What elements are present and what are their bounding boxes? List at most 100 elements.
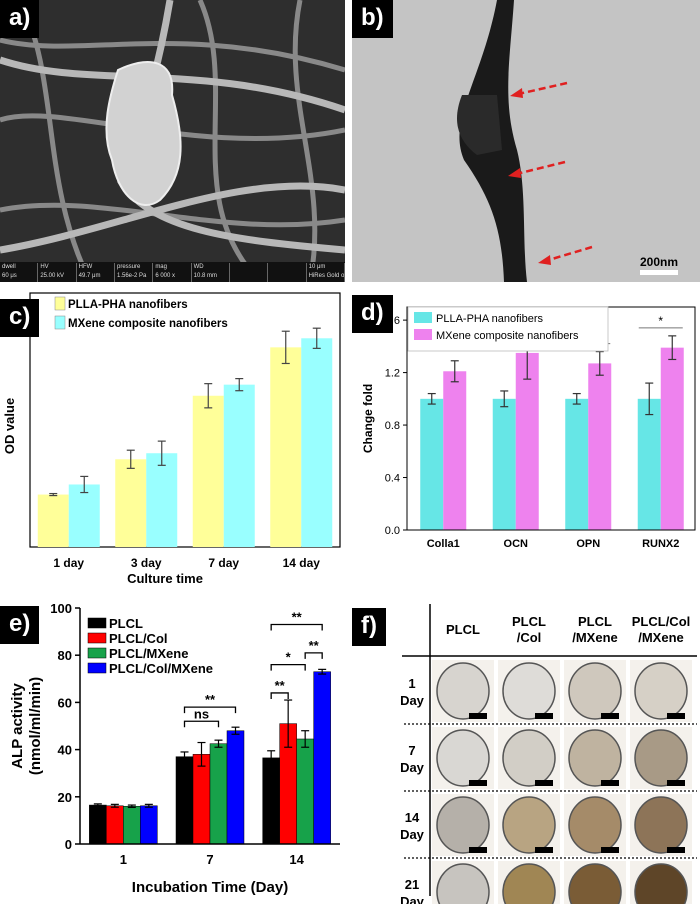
- column-header: PLCL: [578, 614, 612, 629]
- column-header: PLCL: [446, 622, 480, 637]
- legend-swatch: [414, 312, 432, 323]
- bracket-label: **: [309, 638, 320, 653]
- y-tick-label: 40: [58, 743, 72, 758]
- bracket-line: [270, 692, 289, 699]
- error-bar: [144, 803, 153, 808]
- significance-bracket: [270, 623, 323, 631]
- arrow-1: [513, 81, 568, 97]
- bar: [115, 459, 147, 547]
- legend-label: PLLA-PHA nanofibers: [68, 299, 188, 311]
- well: [634, 729, 688, 787]
- x-tick-label: 14: [289, 852, 304, 867]
- y-tick-label: 0: [65, 837, 72, 852]
- bracket-line: [183, 720, 220, 728]
- error-bar: [572, 392, 581, 405]
- y-tick-label: 0.8: [385, 420, 400, 432]
- bar: [270, 347, 302, 547]
- info-label: HFW: [78, 264, 93, 270]
- column-header: /MXene: [572, 630, 618, 645]
- well-photo: [432, 861, 494, 904]
- bar: [313, 671, 331, 845]
- scale-bar: [469, 713, 487, 719]
- info-label: pressure: [116, 264, 141, 270]
- well-photo: [432, 660, 494, 722]
- arrow-2: [511, 160, 566, 177]
- x-tick-label: 14 day: [283, 556, 321, 570]
- info-cell: [268, 263, 307, 282]
- well-photo: [498, 727, 560, 789]
- bar: [443, 371, 467, 530]
- legend-swatch: [87, 662, 107, 674]
- row-header: 14: [405, 810, 420, 825]
- y-tick-label: 60: [58, 695, 72, 710]
- well: [436, 729, 490, 787]
- column-header: /Col: [517, 630, 542, 645]
- significance-bracket: [270, 692, 289, 699]
- legend-box: [407, 306, 609, 352]
- info-label: HV: [40, 264, 49, 270]
- row-header: 21: [405, 877, 419, 892]
- error-bar: [645, 382, 654, 416]
- info-value: 25.00 kV: [40, 273, 65, 279]
- legend-swatch: [414, 329, 432, 340]
- particle-cluster: [105, 61, 182, 206]
- well-photo: [630, 660, 692, 722]
- y-axis-title: Change fold: [361, 384, 375, 453]
- info-cell: HFW 49.7 μm: [77, 263, 115, 282]
- scale-bar: [601, 713, 619, 719]
- error-bar: [500, 390, 509, 408]
- bar: [68, 484, 100, 547]
- error-bar: [284, 699, 293, 748]
- panel-label-d: d): [352, 295, 393, 333]
- tem-image: [352, 0, 700, 282]
- bar: [565, 398, 589, 530]
- significance-bracket: [183, 720, 220, 728]
- well: [568, 729, 622, 787]
- bracket-line: [183, 706, 237, 714]
- error-bar: [281, 330, 290, 365]
- info-label: 10 μm: [308, 264, 326, 270]
- bar: [301, 338, 333, 547]
- error-bar: [595, 350, 604, 376]
- legend-swatch: [54, 315, 66, 330]
- sem-info-bar: dwell 60 μs HV 25.00 kV HFW 49.7 μm pressure 1.…: [0, 263, 345, 282]
- error-bar: [110, 803, 119, 808]
- legend-swatch: [87, 647, 107, 659]
- row-header: Day: [400, 760, 425, 775]
- error-bar: [312, 327, 321, 349]
- panel-label-c: c): [0, 299, 40, 337]
- well: [634, 662, 688, 720]
- panel-label-e: e): [0, 606, 40, 644]
- panel-f: PLCL PLCL/Col PLCL/MXene PLCL/Col/MXene 1 Day…: [352, 596, 700, 904]
- well: [436, 863, 490, 904]
- column-header: PLCL/Col: [632, 614, 691, 629]
- info-cell: 10 μm HiRes Gold on Carbon: [307, 263, 345, 282]
- bar: [37, 494, 69, 547]
- x-tick-label: 1: [120, 852, 127, 867]
- bar: [209, 743, 228, 845]
- info-label: mag: [155, 264, 167, 270]
- legend-label: PLLA-PHA nanofibers: [436, 313, 544, 325]
- x-tick-label: OCN: [504, 538, 529, 550]
- info-value: 10.8 mm: [193, 273, 217, 279]
- info-value: 49.7 μm: [78, 273, 101, 279]
- error-bar: [214, 739, 223, 748]
- bar: [140, 805, 158, 845]
- significance-bracket: [304, 652, 323, 659]
- panel-label-b: b): [352, 0, 393, 38]
- info-value: 60 μs: [2, 273, 17, 279]
- error-bar: [80, 475, 89, 494]
- legend-label: PLCL: [109, 616, 143, 631]
- error-bar: [93, 803, 102, 807]
- x-axis-title: Incubation Time (Day): [132, 879, 288, 896]
- error-bar: [450, 360, 459, 383]
- well-photo: [498, 861, 560, 904]
- x-tick-label: 3 day: [131, 556, 162, 570]
- bar: [223, 384, 255, 547]
- x-tick-label: 7: [206, 852, 213, 867]
- bar: [89, 804, 107, 845]
- bar: [262, 757, 280, 845]
- legend-swatch: [87, 632, 107, 644]
- bracket-label: **: [292, 610, 303, 625]
